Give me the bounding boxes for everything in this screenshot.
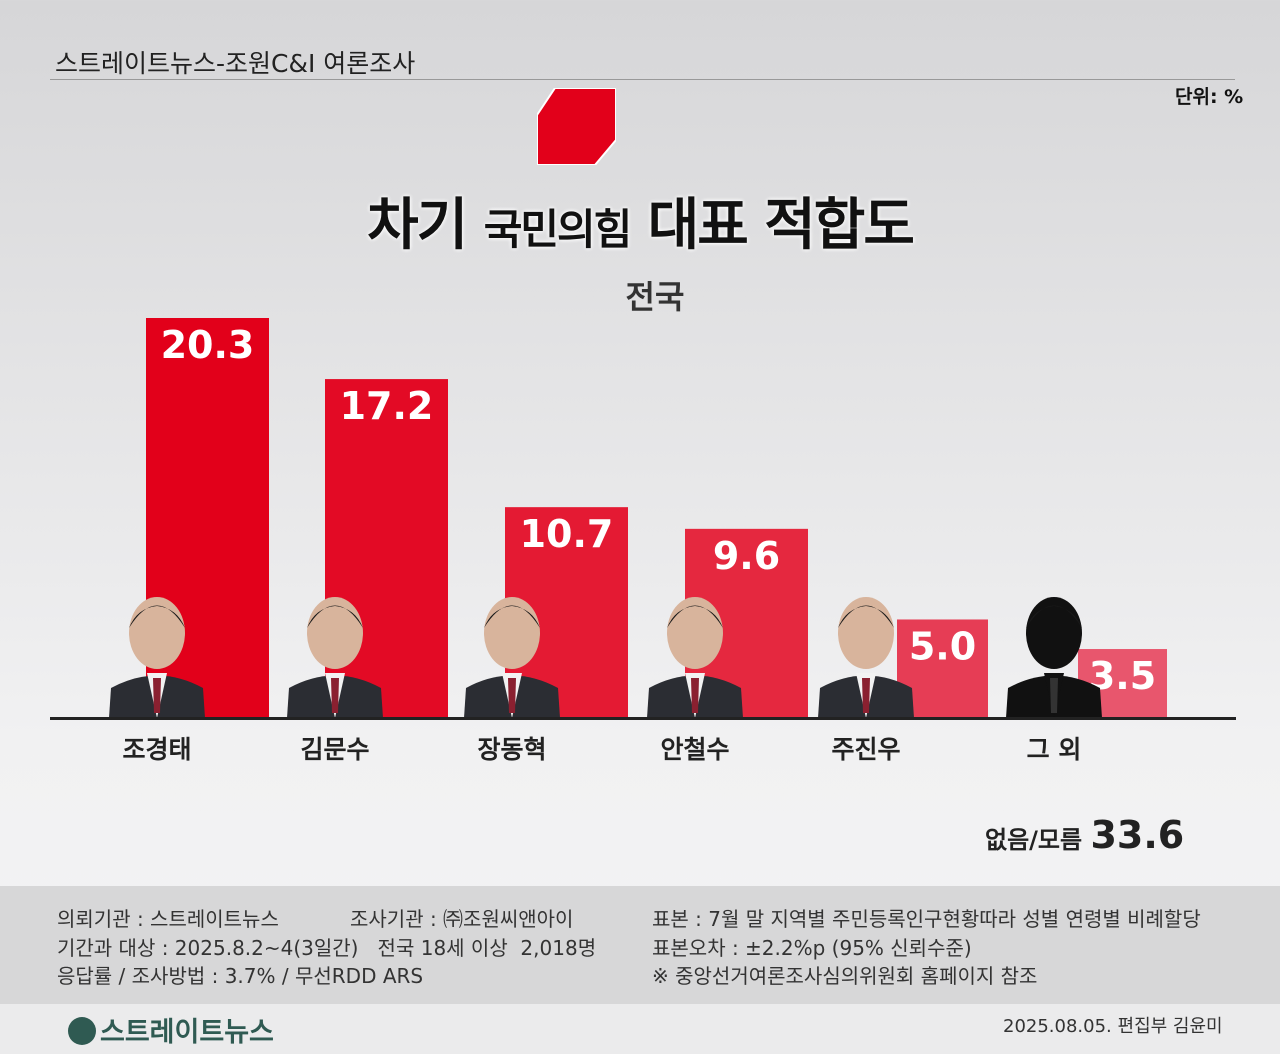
footer-error: 표본오차 : ±2.2%p (95% 신뢰수준): [652, 936, 972, 960]
value-label: 20.3: [161, 323, 255, 367]
footer-info: 의뢰기관 : 스트레이트뉴스 조사기관 : ㈜조원씨앤아이 기간과 대상 : 2…: [0, 886, 1280, 1004]
party-logo-icon: [537, 88, 616, 165]
divider: [50, 79, 1235, 80]
candidate-photo: [464, 597, 560, 718]
category-label: 장동혁: [477, 735, 547, 764]
value-label: 17.2: [340, 384, 434, 428]
candidate-photo: [818, 597, 914, 718]
x-axis: [50, 717, 1236, 720]
candidate-photo: [287, 597, 383, 718]
footer-period: 기간과 대상 : 2025.8.2~4(3일간) 전국 18세 이상 2,018…: [57, 936, 597, 960]
brand-text: 스트레이트뉴스: [100, 1017, 274, 1048]
bottom-bar: [0, 1004, 1280, 1054]
value-label: 9.6: [713, 534, 780, 578]
publish-date: 2025.08.05. 편집부 김윤미: [1003, 1016, 1223, 1037]
title-pre: 차기: [367, 193, 484, 258]
category-label: 김문수: [300, 735, 370, 764]
unit-label: 단위: %: [1175, 86, 1244, 108]
bar-chart: 20.3 17.2 10.7 9.6 5.0 3.5: [109, 318, 1167, 718]
candidate-photo: [1006, 597, 1102, 718]
title-post: 대표 적합도: [630, 193, 915, 258]
footer-method: 응답률 / 조사방법 : 3.7% / 무선RDD ARS: [57, 964, 424, 988]
chart-subtitle: 전국: [625, 278, 685, 316]
category-label: 주진우: [831, 735, 901, 764]
value-label: 5.0: [909, 624, 976, 668]
candidate-photo: [647, 597, 743, 718]
category-label: 그 외: [1026, 735, 1082, 764]
none-label: 없음/모름: [985, 826, 1083, 854]
category-label: 안철수: [660, 735, 730, 764]
none-unknown: 없음/모름 33.6: [985, 813, 1184, 857]
brand-icon: [68, 1017, 96, 1045]
title-party: 국민의힘: [483, 205, 633, 254]
footer-sample: 표본 : 7월 말 지역별 주민등록인구현황따라 성별 연령별 비례할당: [652, 907, 1201, 931]
value-label: 10.7: [520, 512, 614, 556]
category-label: 조경태: [122, 735, 192, 764]
brand-logo: 스트레이트뉴스: [68, 1010, 274, 1049]
footer-note: ※ 중앙선거여론조사심의위원회 홈페이지 참조: [652, 964, 1038, 988]
footer-agency: 조사기관 : ㈜조원씨앤아이: [350, 907, 574, 931]
chart-title: 차기 국민의힘 대표 적합도: [0, 180, 1280, 261]
footer-client: 의뢰기관 : 스트레이트뉴스: [57, 907, 279, 931]
survey-source: 스트레이트뉴스-조원C&I 여론조사: [55, 49, 416, 78]
none-value: 33.6: [1090, 813, 1185, 857]
candidate-photo: [109, 597, 205, 718]
